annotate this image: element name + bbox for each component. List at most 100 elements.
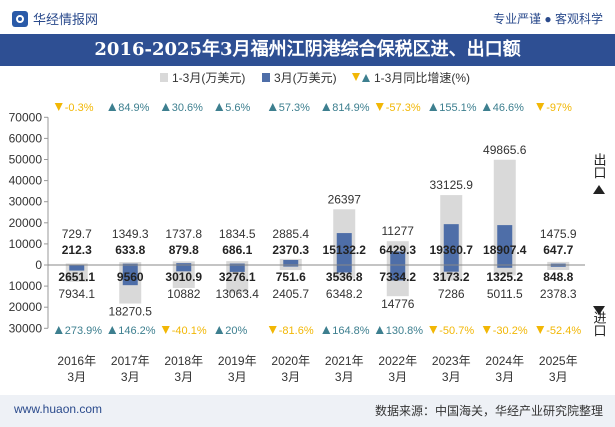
x-category-month: 3月 [281,370,300,384]
bar-export-ytd [65,263,88,265]
label-import-ytd: 18270.5 [109,305,153,319]
y-tick-label: 40000 [9,174,43,188]
y-tick-label: 30000 [9,195,43,209]
label-import-month: 3276.1 [219,270,256,284]
brand-name: 华经情报网 [33,12,99,27]
bar-import-ytd [279,265,302,271]
label-export-month: 212.3 [62,243,92,257]
label-import-ytd: 7934.1 [58,287,95,301]
label-export-ytd: 49865.6 [483,143,527,157]
bar-import-month [336,265,352,273]
x-category-month: 3月 [442,370,461,384]
y-tick-label: 20000 [9,216,43,230]
x-category-month: 3月 [549,370,568,384]
export-growth-up-marker [161,103,170,111]
export-arrow-up-icon [593,185,605,194]
x-category-month: 3月 [121,370,140,384]
x-category-month: 3月 [174,370,193,384]
label-export-month: 6429.3 [379,243,416,257]
import-growth-down-marker [536,326,545,334]
label-export-ytd: 1737.8 [165,227,202,241]
legend-down-marker [352,73,360,81]
label-import-month: 7334.2 [379,270,416,284]
bar-import-month [443,265,459,272]
import-growth-label: -40.1% [172,325,207,337]
export-growth-down-marker [375,103,384,111]
x-category-month: 3月 [67,370,86,384]
bar-import-month [229,265,245,272]
bar-export-month [283,259,299,265]
label-export-ytd: 1475.9 [540,227,577,241]
label-import-month: 1325.2 [486,270,523,284]
legend-ytd-label: 1-3月(万美元) [172,71,245,85]
label-export-month: 633.8 [115,243,145,257]
x-category-month: 3月 [388,370,407,384]
export-growth-label: -57.3% [386,102,421,114]
export-growth-label: 46.6% [493,102,524,114]
label-import-ytd: 13063.4 [216,287,260,301]
import-growth-up-marker [108,326,117,334]
label-import-month: 3173.2 [433,270,470,284]
import-growth-up-marker [375,326,384,334]
x-category-year: 2020年 [271,354,310,368]
import-growth-up-marker [322,326,331,334]
import-arrow-down-icon [593,306,605,315]
label-import-ytd: 2405.7 [272,287,309,301]
bar-export-month [550,263,566,265]
label-export-month: 2370.3 [272,243,309,257]
export-growth-label: -0.3% [65,102,94,114]
import-growth-label: -52.4% [546,325,581,337]
x-category-year: 2017年 [111,354,150,368]
x-category-year: 2021年 [325,354,364,368]
export-growth-down-marker [54,103,63,111]
label-import-month: 751.6 [276,270,306,284]
label-import-ytd: 5011.5 [487,287,523,301]
x-category-year: 2025年 [539,354,578,368]
import-growth-label: 146.2% [118,325,156,337]
footer-url[interactable]: www.huaon.com [14,402,103,416]
import-growth-down-marker [429,326,438,334]
side-label-import: 进口 [592,311,607,337]
label-export-month: 19360.7 [430,243,474,257]
legend-growth-label: 1-3月同比增速(%) [374,71,470,85]
import-growth-label: -81.6% [279,325,314,337]
y-tick-label: 70000 [9,110,43,124]
export-growth-label: 5.6% [225,102,250,114]
bar-export-month [443,224,459,265]
label-export-ytd: 33125.9 [430,178,474,192]
label-export-month: 686.1 [222,243,252,257]
import-growth-label: -50.7% [439,325,474,337]
x-category-month: 3月 [228,370,247,384]
bar-export-month [336,233,352,265]
export-growth-up-marker [215,103,224,111]
y-tick-label: 60000 [9,131,43,145]
export-growth-up-marker [482,103,491,111]
import-growth-down-marker [268,326,277,334]
export-growth-up-marker [429,103,438,111]
label-export-ytd: 26397 [328,192,362,206]
x-category-year: 2019年 [218,354,257,368]
bar-import-month [176,265,192,272]
x-category-year: 2022年 [378,354,417,368]
label-import-month: 9560 [117,270,144,284]
export-growth-label: 155.1% [439,102,477,114]
legend-up-marker [362,74,370,82]
side-label-export: 出口 [592,153,607,179]
label-export-ytd: 11277 [382,224,415,238]
export-growth-label: 57.3% [279,102,310,114]
bar-export-month [122,263,138,265]
y-tick-label: 20000 [9,300,43,314]
x-category-year: 2023年 [432,354,471,368]
import-growth-down-marker [482,326,491,334]
bar-import-ytd [493,265,516,276]
title-bar: 2016-2025年3月福州江阴港综合保税区进、出口额 [0,34,615,66]
import-growth-label: -30.2% [493,325,528,337]
label-import-ytd: 7286 [438,287,465,301]
label-import-ytd: 14776 [381,297,415,311]
x-category-year: 2024年 [485,354,524,368]
export-growth-down-marker [536,103,545,111]
export-growth-label: 84.9% [118,102,149,114]
label-export-ytd: 1834.5 [219,227,256,241]
brand: 华经情报网 [12,9,98,28]
